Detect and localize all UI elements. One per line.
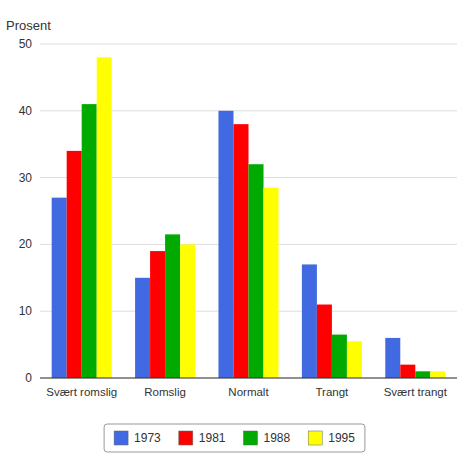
bar bbox=[264, 188, 279, 378]
bar bbox=[317, 305, 332, 378]
x-tick-label: Romslig bbox=[144, 386, 186, 398]
bar bbox=[332, 335, 347, 378]
bar bbox=[347, 341, 362, 378]
grid bbox=[40, 44, 457, 378]
bar bbox=[150, 251, 165, 378]
bar bbox=[415, 371, 430, 378]
x-tick-label: Svært romslig bbox=[46, 386, 117, 398]
bar bbox=[218, 111, 233, 378]
chart-container: Prosent 0 10 20 30 40 50 Svært romslig Romslig No… bbox=[0, 0, 469, 474]
bar bbox=[233, 124, 248, 378]
y-tick-label: 30 bbox=[19, 171, 33, 185]
y-tick-label: 10 bbox=[19, 304, 33, 318]
legend-swatch bbox=[114, 431, 128, 445]
legend: 1973 1981 1988 1995 bbox=[104, 424, 365, 452]
bar bbox=[135, 278, 150, 378]
bar bbox=[249, 164, 264, 378]
x-tick-label: Trangt bbox=[315, 386, 349, 398]
grid-line bbox=[40, 44, 457, 45]
y-tick-label: 50 bbox=[19, 37, 33, 51]
x-tick-label: Svært trangt bbox=[384, 386, 448, 398]
bar bbox=[400, 365, 415, 378]
bar bbox=[52, 198, 67, 378]
bar bbox=[67, 151, 82, 378]
legend-label: 1973 bbox=[134, 431, 161, 445]
legend-label: 1988 bbox=[264, 431, 291, 445]
legend-swatch bbox=[244, 431, 258, 445]
bar bbox=[180, 244, 195, 378]
y-tick-label: 40 bbox=[19, 104, 33, 118]
legend-swatch bbox=[308, 431, 322, 445]
legend-label: 1995 bbox=[328, 431, 355, 445]
bar bbox=[430, 371, 445, 378]
grid-line bbox=[40, 378, 457, 379]
bar bbox=[302, 264, 317, 378]
bar bbox=[165, 234, 180, 378]
chart: Prosent 0 10 20 30 40 50 Svært romslig Romslig No… bbox=[0, 0, 469, 474]
bar bbox=[97, 57, 112, 378]
bar bbox=[82, 104, 97, 378]
x-tick-label: Normalt bbox=[228, 386, 269, 398]
y-axis-label: Prosent bbox=[6, 18, 51, 33]
legend-box bbox=[104, 424, 365, 452]
x-axis-line bbox=[40, 378, 457, 379]
bar bbox=[385, 338, 400, 378]
legend-label: 1981 bbox=[199, 431, 226, 445]
y-tick-label: 20 bbox=[19, 237, 33, 251]
bars bbox=[52, 57, 446, 378]
y-tick-label: 0 bbox=[25, 371, 32, 385]
legend-swatch bbox=[179, 431, 193, 445]
